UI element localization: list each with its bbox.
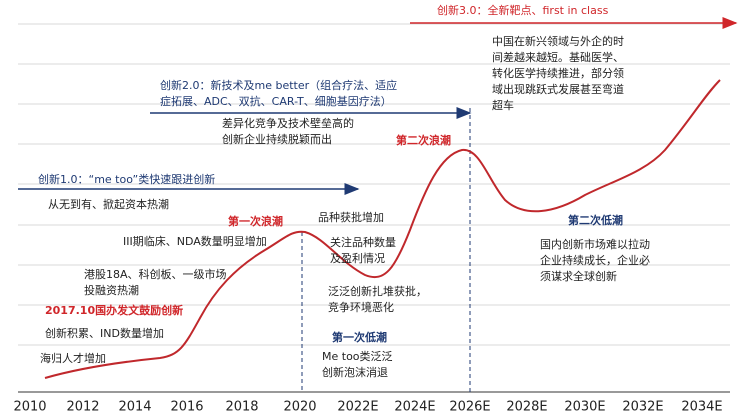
low-label: 第二次低潮 [568, 213, 623, 227]
x-tick-label: 2016 [170, 400, 203, 415]
x-tick-label: 2034E [681, 400, 722, 415]
phase-label: 创新2.0：新技术及me better（组合疗法、适应 [160, 78, 397, 92]
note: 企业持续成长，企业必 [540, 253, 650, 267]
note: 关注品种数量 [330, 235, 396, 249]
x-tick-label: 2018 [225, 400, 258, 415]
wave-label: 第一次浪潮 [228, 214, 283, 228]
grid [18, 23, 730, 346]
x-tick-label: 2032E [622, 400, 663, 415]
trend-curve [44, 79, 721, 379]
note: 竞争环境恶化 [328, 300, 394, 314]
x-tick-label: 2030E [564, 400, 605, 415]
phase-label: 创新1.0：“me too”类快速跟进创新 [38, 172, 215, 186]
wave-label: 第二次浪潮 [396, 133, 451, 147]
note: 创新企业持续脱颖而出 [222, 132, 332, 146]
note: 国内创新市场难以拉动 [540, 237, 650, 251]
note: 及盈利情况 [330, 252, 385, 265]
note: 品种获批增加 [318, 210, 384, 224]
x-tick-label: 2010 [13, 400, 46, 415]
phase-label: 创新3.0：全新靶点、first in class [437, 3, 609, 17]
x-tick-label: 2024E [394, 400, 435, 415]
x-tick-label: 2020 [283, 400, 316, 415]
phase-label: 症拓展、ADC、双抗、CAR-T、细胞基因疗法） [160, 94, 392, 108]
x-tick-label: 2012 [66, 400, 99, 415]
x-tick-label: 2028E [506, 400, 547, 415]
note: Me too类泛泛 [322, 349, 393, 363]
low-label: 第一次低潮 [332, 330, 387, 344]
note: 投融资热潮 [84, 283, 139, 297]
note: III期临床、NDA数量明显增加 [123, 234, 267, 248]
note: 须谋求全球创新 [540, 269, 617, 283]
note: 转化医学持续推进，部分领 [492, 66, 624, 80]
x-tick-label: 2026E [449, 400, 490, 415]
note: 泛泛创新扎堆获批， [328, 284, 427, 298]
note: 海归人才增加 [40, 351, 106, 365]
note: 域出现跳跃式发展甚至弯道 [492, 82, 624, 96]
note: 从无到有、掀起资本热潮 [48, 197, 169, 211]
note: 差异化竞争及技术壁垒高的 [222, 116, 354, 130]
note: 创新泡沫消退 [322, 365, 388, 379]
policy-label: 2017.10国办发文鼓励创新 [45, 303, 183, 317]
note: 创新积累、IND数量增加 [45, 326, 164, 340]
note: 超车 [492, 98, 514, 112]
annotations: 2010 2012 2014 2016 2018 2020 2022E 2024E 2026E 2… [13, 3, 722, 415]
x-tick-label: 2022E [337, 400, 378, 415]
note: 中国在新兴领域与外企的时 [492, 34, 624, 48]
note: 间差越来越短。基础医学、 [492, 50, 624, 64]
note: 港股18A、科创板、一级市场 [84, 267, 227, 281]
x-tick-label: 2014 [118, 400, 151, 415]
